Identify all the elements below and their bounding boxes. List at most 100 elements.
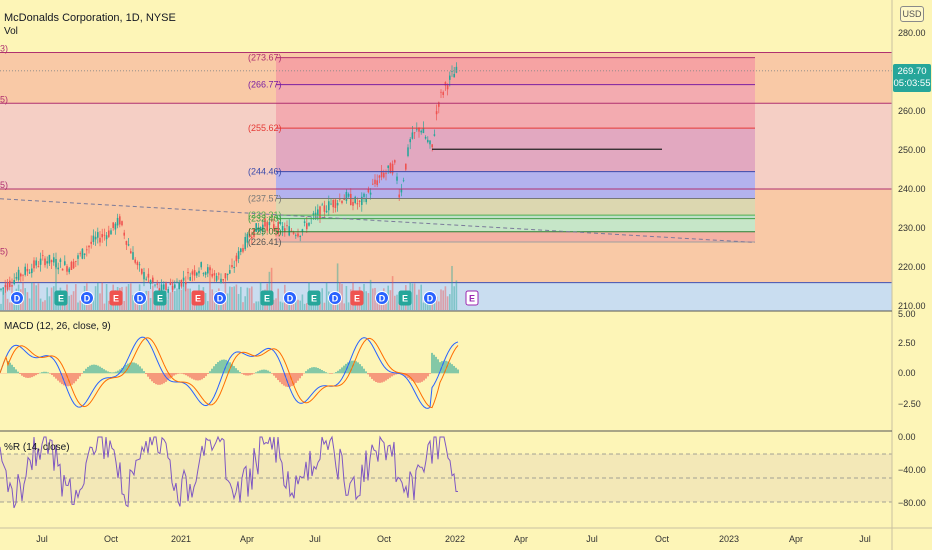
candle-body: [438, 102, 440, 107]
candle-body: [125, 241, 128, 245]
macd-histogram-bar: [367, 373, 369, 375]
macd-histogram-bar: [213, 366, 215, 374]
macd-histogram-bar: [69, 373, 71, 386]
event-badge-label: E: [469, 294, 475, 304]
macd-tick-label: 2.50: [898, 338, 916, 348]
macd-histogram-bar: [383, 373, 385, 382]
candle-body: [189, 277, 191, 281]
candle-body: [240, 248, 242, 253]
candle-body: [163, 284, 165, 290]
candle-body: [361, 196, 363, 205]
wr-tick-label: −40.00: [898, 465, 926, 475]
volume-bar: [275, 298, 277, 310]
candle-body: [75, 260, 77, 262]
candle-body: [94, 236, 97, 240]
candle-body: [367, 188, 370, 193]
last-price-badge: 269.70 05:03:55: [893, 64, 931, 92]
macd-histogram-bar: [79, 373, 81, 377]
wr-line: [0, 435, 458, 509]
event-badge-label: E: [113, 294, 119, 304]
macd-histogram-bar: [11, 364, 13, 374]
volume-bar: [99, 293, 101, 310]
macd-histogram-bar: [457, 369, 459, 374]
macd-histogram-bar: [49, 373, 51, 374]
earnings-icon: [153, 290, 167, 306]
trend-line: [0, 198, 756, 243]
volume-bar: [376, 296, 378, 310]
macd-histogram-bar: [217, 362, 219, 374]
macd-histogram-bar: [27, 373, 29, 378]
volume-bar: [81, 301, 84, 310]
dividend-icon: [10, 291, 24, 305]
candle-body: [207, 267, 209, 274]
macd-histogram-bar: [361, 366, 363, 374]
macd-histogram-bar: [431, 352, 433, 374]
candle-body: [354, 196, 356, 203]
candle-body: [193, 270, 196, 276]
candle-body: [231, 265, 233, 268]
volume-bar: [176, 288, 178, 310]
macd-histogram-bar: [51, 373, 53, 376]
macd-histogram-bar: [183, 373, 185, 375]
macd-histogram-bar: [35, 373, 37, 376]
volume-bar: [2, 287, 4, 310]
earnings-icon: [191, 290, 205, 306]
macd-histogram-bar: [245, 373, 247, 376]
macd-histogram-bar: [157, 373, 159, 385]
candle-body: [123, 232, 125, 236]
macd-histogram-bar: [317, 367, 319, 374]
dividend-icon: [283, 291, 297, 305]
macd-histogram-bar: [103, 369, 105, 374]
candle-body: [446, 85, 449, 90]
volume-bar: [97, 282, 99, 310]
volume-bar: [101, 282, 103, 310]
candle-body: [295, 235, 297, 237]
candle-body: [380, 170, 383, 178]
candle-body: [336, 203, 339, 206]
candle-body: [277, 221, 279, 234]
volume-bar: [31, 282, 33, 310]
candle-body: [83, 253, 86, 255]
volume-bar: [354, 303, 356, 310]
candle-body: [90, 241, 92, 244]
candle-body: [11, 285, 13, 287]
macd-histogram-bar: [71, 373, 73, 385]
candle-body: [105, 235, 108, 240]
candle-body: [372, 183, 374, 185]
macd-histogram-bar: [381, 373, 383, 383]
macd-histogram-bar: [343, 365, 345, 374]
volume-bar: [332, 300, 334, 310]
candle-body: [435, 111, 438, 115]
volume-bar: [37, 283, 40, 310]
earnings-icon: [109, 290, 123, 306]
volume-bar: [174, 291, 176, 310]
macd-histogram-bar: [357, 362, 359, 374]
macd-histogram-bar: [47, 372, 49, 374]
candle-body: [152, 277, 154, 283]
candle-body: [42, 255, 44, 257]
macd-histogram-bar: [53, 373, 55, 377]
currency-badge[interactable]: USD: [900, 6, 924, 22]
candle-body: [418, 127, 420, 132]
volume-bar: [207, 301, 209, 310]
macd-histogram-bar: [167, 373, 169, 381]
candle-body: [141, 268, 143, 274]
macd-histogram-bar: [199, 373, 201, 381]
macd-histogram-bar: [59, 373, 61, 383]
candle-body: [259, 227, 262, 230]
volume-bar: [24, 288, 26, 310]
macd-histogram-bar: [313, 367, 315, 374]
volume-bar: [297, 299, 299, 310]
macd-histogram-bar: [353, 360, 355, 374]
macd-histogram-bar: [259, 370, 261, 374]
macd-histogram-bar: [203, 373, 205, 378]
candle-body: [299, 235, 301, 238]
candle-body: [101, 234, 103, 238]
macd-histogram-bar: [17, 371, 19, 374]
macd-histogram-bar: [113, 372, 115, 374]
macd-histogram-bar: [427, 373, 429, 377]
candle-body: [156, 283, 158, 285]
macd-histogram-bar: [147, 373, 149, 377]
candle-body: [358, 200, 361, 202]
